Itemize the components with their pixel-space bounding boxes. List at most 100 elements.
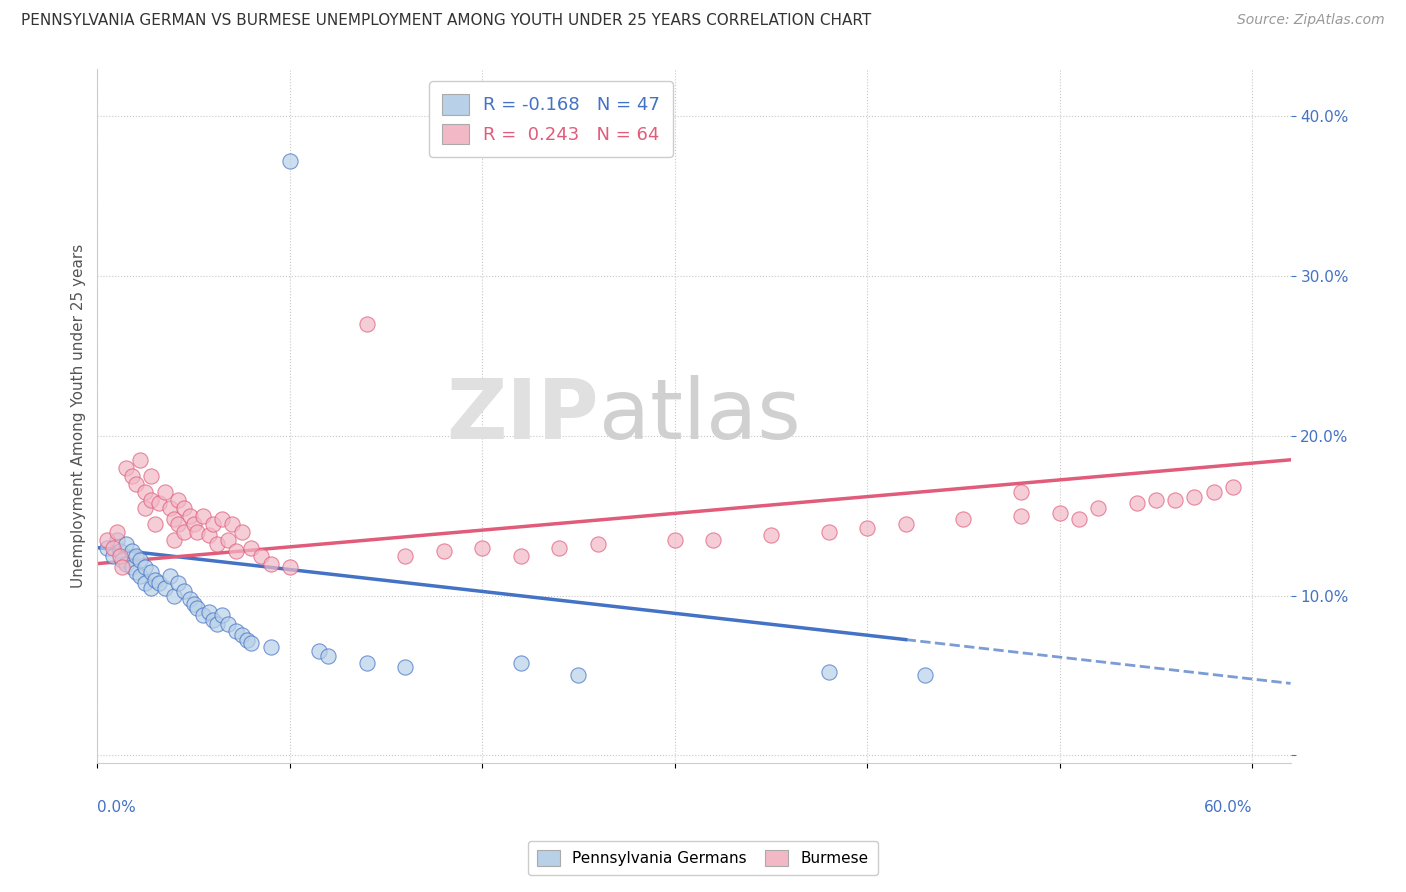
Point bbox=[205, 617, 228, 632]
Point bbox=[586, 537, 609, 551]
Point bbox=[134, 500, 156, 515]
Point bbox=[1010, 508, 1032, 523]
Point bbox=[134, 559, 156, 574]
Point bbox=[225, 624, 247, 638]
Point bbox=[163, 512, 186, 526]
Y-axis label: Unemployment Among Youth under 25 years: Unemployment Among Youth under 25 years bbox=[72, 244, 86, 588]
Point bbox=[225, 544, 247, 558]
Point bbox=[110, 549, 132, 563]
Point bbox=[1144, 492, 1167, 507]
Point bbox=[664, 533, 686, 547]
Point bbox=[111, 553, 134, 567]
Point bbox=[231, 628, 253, 642]
Text: PENNSYLVANIA GERMAN VS BURMESE UNEMPLOYMENT AMONG YOUTH UNDER 25 YEARS CORRELATI: PENNSYLVANIA GERMAN VS BURMESE UNEMPLOYM… bbox=[21, 13, 872, 29]
Point bbox=[115, 537, 138, 551]
Point bbox=[1222, 480, 1244, 494]
Legend: R = -0.168   N = 47, R =  0.243   N = 64: R = -0.168 N = 47, R = 0.243 N = 64 bbox=[429, 81, 672, 157]
Point bbox=[394, 660, 416, 674]
Point bbox=[433, 544, 456, 558]
Point bbox=[278, 559, 301, 574]
Text: atlas: atlas bbox=[599, 376, 800, 457]
Point bbox=[125, 476, 148, 491]
Point bbox=[121, 544, 143, 558]
Point bbox=[148, 496, 170, 510]
Point bbox=[111, 559, 134, 574]
Point bbox=[153, 581, 176, 595]
Point bbox=[217, 617, 239, 632]
Point bbox=[817, 665, 839, 680]
Point bbox=[173, 583, 195, 598]
Point bbox=[702, 533, 724, 547]
Point bbox=[217, 533, 239, 547]
Point bbox=[141, 565, 163, 579]
Point bbox=[179, 508, 201, 523]
Point bbox=[193, 607, 215, 622]
Point bbox=[259, 557, 281, 571]
Point bbox=[240, 636, 263, 650]
Point bbox=[96, 533, 118, 547]
Point bbox=[128, 553, 150, 567]
Point bbox=[115, 460, 138, 475]
Point bbox=[471, 541, 494, 555]
Point bbox=[128, 569, 150, 583]
Point bbox=[221, 516, 243, 531]
Point bbox=[1087, 500, 1109, 515]
Point bbox=[1182, 490, 1205, 504]
Point bbox=[183, 516, 205, 531]
Point bbox=[173, 524, 195, 539]
Point bbox=[159, 500, 181, 515]
Point bbox=[914, 668, 936, 682]
Point bbox=[163, 533, 186, 547]
Point bbox=[163, 589, 186, 603]
Point bbox=[278, 154, 301, 169]
Point bbox=[231, 524, 253, 539]
Point bbox=[211, 512, 233, 526]
Point bbox=[205, 537, 228, 551]
Point bbox=[201, 613, 224, 627]
Legend: Pennsylvania Germans, Burmese: Pennsylvania Germans, Burmese bbox=[529, 841, 877, 875]
Point bbox=[125, 549, 148, 563]
Point bbox=[240, 541, 263, 555]
Text: ZIP: ZIP bbox=[446, 376, 599, 457]
Point bbox=[167, 575, 190, 590]
Point bbox=[856, 521, 879, 535]
Point bbox=[1202, 484, 1225, 499]
Point bbox=[250, 549, 273, 563]
Point bbox=[105, 533, 128, 547]
Point bbox=[121, 559, 143, 574]
Point bbox=[101, 549, 124, 563]
Text: 60.0%: 60.0% bbox=[1204, 800, 1253, 815]
Point bbox=[894, 516, 917, 531]
Point bbox=[394, 549, 416, 563]
Text: Source: ZipAtlas.com: Source: ZipAtlas.com bbox=[1237, 13, 1385, 28]
Point bbox=[509, 656, 531, 670]
Point bbox=[128, 452, 150, 467]
Point bbox=[817, 524, 839, 539]
Point bbox=[141, 468, 163, 483]
Point bbox=[236, 633, 259, 648]
Point bbox=[186, 601, 208, 615]
Point bbox=[179, 591, 201, 606]
Point bbox=[167, 492, 190, 507]
Point bbox=[183, 597, 205, 611]
Point bbox=[201, 516, 224, 531]
Point bbox=[186, 524, 208, 539]
Point bbox=[1010, 484, 1032, 499]
Point bbox=[141, 581, 163, 595]
Point bbox=[110, 544, 132, 558]
Point bbox=[153, 484, 176, 499]
Point bbox=[121, 468, 143, 483]
Point bbox=[356, 656, 378, 670]
Point bbox=[193, 508, 215, 523]
Point bbox=[115, 557, 138, 571]
Point bbox=[509, 549, 531, 563]
Point bbox=[167, 516, 190, 531]
Point bbox=[134, 484, 156, 499]
Point bbox=[548, 541, 571, 555]
Point bbox=[567, 668, 589, 682]
Point bbox=[143, 573, 166, 587]
Point bbox=[952, 512, 974, 526]
Point bbox=[96, 541, 118, 555]
Point bbox=[211, 607, 233, 622]
Point bbox=[1049, 506, 1071, 520]
